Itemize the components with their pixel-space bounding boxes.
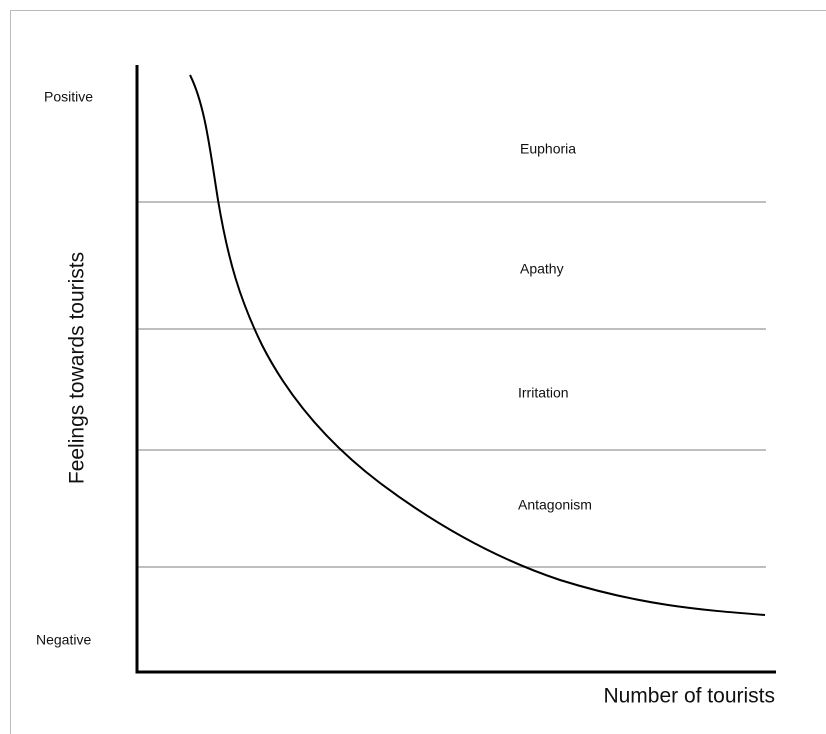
zone-dividers <box>137 201 766 568</box>
y-top-label: Positive <box>44 89 93 105</box>
frame <box>10 10 826 734</box>
y-axis-label: Feelings towards tourists <box>66 252 89 484</box>
y-bottom-label: Negative <box>36 632 91 648</box>
zone-label: Apathy <box>520 261 564 277</box>
axes <box>135 65 776 674</box>
x-axis-label: Number of tourists <box>603 685 775 708</box>
zone-label: Euphoria <box>520 141 576 157</box>
curve <box>189 74 766 616</box>
zone-label: Irritation <box>518 385 569 401</box>
zone-label: Antagonism <box>518 497 592 513</box>
